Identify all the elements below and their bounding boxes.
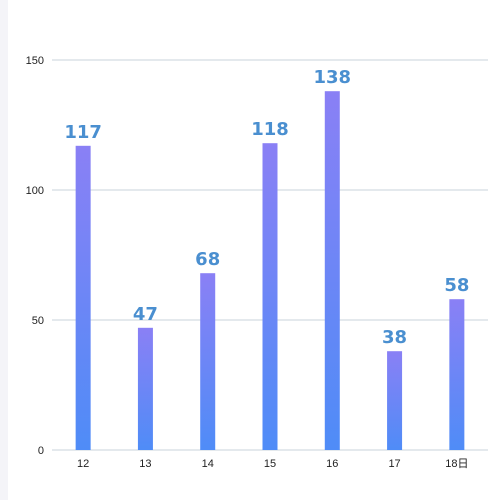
bar bbox=[387, 351, 403, 450]
y-axis: 0 50 100 150 bbox=[26, 55, 44, 457]
x-tick-label: 13 bbox=[139, 458, 151, 470]
x-tick-label: 14 bbox=[202, 458, 214, 470]
data-label: 47 bbox=[133, 304, 158, 325]
y-tick-label: 150 bbox=[26, 55, 44, 67]
x-axis: 12 13 14 15 16 17 18日 bbox=[77, 458, 468, 470]
x-tick-label: 16 bbox=[326, 458, 338, 470]
data-label: 118 bbox=[251, 119, 289, 140]
y-tick-label: 50 bbox=[32, 315, 44, 327]
x-tick-label: 12 bbox=[77, 458, 89, 470]
bar bbox=[200, 273, 216, 450]
x-tick-label: 17 bbox=[388, 458, 400, 470]
data-label: 68 bbox=[195, 249, 220, 270]
data-label: 38 bbox=[382, 327, 407, 348]
bar bbox=[449, 299, 465, 450]
bar bbox=[324, 91, 340, 450]
data-labels: 117 47 68 118 138 38 58 bbox=[64, 67, 469, 348]
bar bbox=[75, 145, 91, 451]
x-tick-label: 18日 bbox=[445, 458, 468, 470]
data-label: 117 bbox=[64, 122, 102, 143]
bar bbox=[262, 143, 278, 450]
y-tick-label: 100 bbox=[26, 185, 44, 197]
data-label: 138 bbox=[313, 67, 351, 88]
bars bbox=[75, 91, 465, 451]
data-label: 58 bbox=[444, 275, 469, 296]
bar bbox=[137, 327, 153, 450]
y-tick-label: 0 bbox=[38, 445, 44, 457]
x-tick-label: 15 bbox=[264, 458, 276, 470]
